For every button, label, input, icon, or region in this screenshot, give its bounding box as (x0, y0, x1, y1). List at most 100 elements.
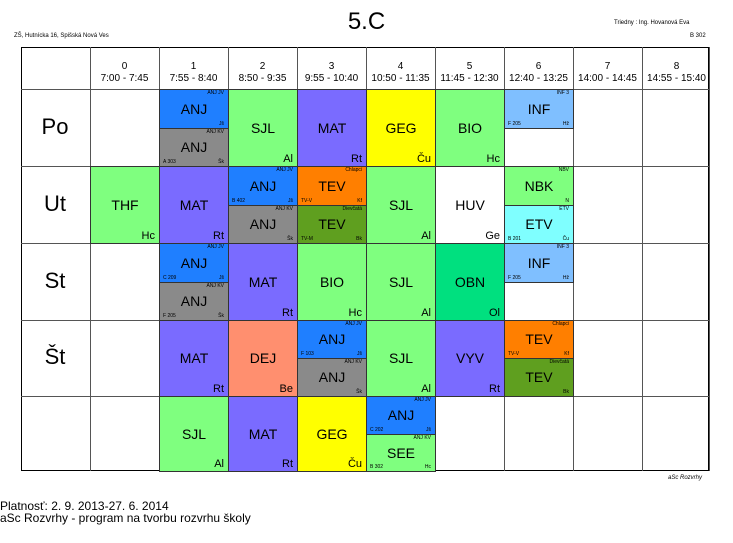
class-teacher: Triedny : Ing. Hovanová Eva (614, 20, 690, 26)
lesson-subject: ANJ (180, 100, 208, 117)
lesson-subject: ANJ (180, 293, 208, 309)
lesson-group: ANJ JV (345, 321, 362, 327)
period-header: 6 12:40 - 13:25 (504, 61, 573, 85)
lesson-cell: INF INF 3 F 205 Hž (504, 89, 574, 129)
lesson-cell: ETV ETV B 201 Ču (504, 205, 574, 244)
lesson-cell: ANJ ANJ JV F 103 Jš (297, 320, 367, 359)
lesson-group: ANJ KV (206, 129, 224, 135)
lesson-code: Jš (219, 275, 224, 281)
lesson-code: Hž (562, 121, 569, 127)
lesson-subject: DEJ (249, 350, 277, 366)
school-name: ZŠ, Hutnícka 16, Spišská Nová Ves (14, 33, 109, 39)
lesson-subject: SJL (181, 425, 207, 442)
lesson-room: B 302 (370, 464, 384, 470)
lesson-subject: TEV (318, 216, 346, 232)
lesson-room: F 205 (508, 275, 521, 281)
lesson-teacher: Al (421, 307, 431, 319)
lesson-subject: ANJ (180, 139, 208, 155)
lesson-group: INF 3 (556, 90, 569, 96)
lesson-teacher: Al (421, 230, 431, 242)
period-number: 0 (121, 61, 128, 72)
period-time: 8:50 - 9:35 (238, 73, 287, 84)
lesson-code: Kf (564, 351, 569, 357)
lesson-code: Bk (356, 236, 362, 242)
lesson-subject: TEV (525, 369, 553, 385)
lesson-code: Šk (287, 236, 293, 242)
period-header: 8 14:55 - 15:40 (642, 61, 711, 85)
lesson-subject: ANJ (318, 331, 346, 347)
lesson-group: ANJ KV (275, 206, 293, 212)
lesson-subject: INF (527, 254, 551, 271)
period-header: 5 11:45 - 12:30 (435, 61, 504, 85)
page-title: 5.C (347, 8, 386, 35)
day-label: St (44, 267, 66, 293)
lesson-subject: ANJ (249, 177, 277, 194)
lesson-teacher: Al (214, 458, 224, 470)
lesson-cell: VYV Rt (435, 320, 505, 397)
lesson-cell: ANJ ANJ JV B 402 Jš (228, 166, 298, 206)
lesson-subject: SJL (388, 350, 414, 366)
lesson-teacher: Al (421, 383, 431, 395)
lesson-teacher: Al (283, 153, 293, 165)
period-time: 7:00 - 7:45 (100, 73, 149, 84)
period-number: 4 (397, 61, 404, 72)
lesson-group: ANJ JV (414, 397, 431, 403)
lesson-subject: ANJ (387, 407, 415, 423)
period-number: 1 (190, 61, 197, 72)
lesson-cell: SJL Al (366, 320, 436, 397)
lesson-code: N (565, 198, 569, 204)
lesson-subject: MAT (317, 119, 347, 136)
lesson-room: F 205 (508, 121, 521, 127)
lesson-subject: MAT (248, 273, 278, 290)
lesson-cell: ANJ ANJ KV Šk (297, 358, 367, 397)
lesson-cell: SJL Al (228, 89, 298, 167)
lesson-cell: TEV Chlapci TV-V Kf (504, 320, 574, 359)
validity-text: Platnosť: 2. 9. 2013-27. 6. 2014 (0, 499, 169, 513)
period-time: 11:45 - 12:30 (440, 73, 499, 84)
lesson-teacher: Rt (213, 230, 224, 242)
lesson-teacher: Ču (347, 458, 362, 470)
lesson-subject: ANJ (249, 216, 277, 232)
lesson-room: C 209 (163, 275, 177, 281)
period-number: 7 (604, 61, 611, 72)
lesson-subject: ETV (525, 216, 553, 232)
lesson-subject: ANJ (180, 254, 208, 271)
lesson-code: Jš (288, 198, 293, 204)
lesson-group: Chlapci (345, 167, 362, 173)
lesson-code: Jš (426, 427, 431, 433)
lesson-subject: TEV (318, 177, 346, 194)
lesson-room: A 303 (163, 159, 176, 165)
lesson-code: Kf (357, 198, 362, 204)
grid-vline (642, 47, 643, 471)
lesson-group: ANJ JV (207, 244, 224, 250)
period-header: 7 14:00 - 14:45 (573, 61, 642, 85)
lesson-cell: MAT Rt (228, 243, 298, 321)
lesson-group: ANJ KV (413, 435, 431, 441)
grid-vline (709, 47, 710, 471)
lesson-room: TV-V (301, 198, 313, 204)
software-text: aSc Rozvrhy - program na tvorbu rozvrhu … (0, 511, 251, 525)
day-label: Ut (44, 190, 66, 216)
lesson-cell: BIO Hc (435, 89, 505, 167)
period-time: 7:55 - 8:40 (169, 73, 218, 84)
lesson-subject: MAT (179, 350, 209, 366)
period-time: 14:00 - 14:45 (578, 73, 637, 84)
period-header: 3 9:55 - 10:40 (297, 61, 366, 85)
lesson-group: ETV (559, 206, 569, 212)
lesson-cell: ANJ ANJ KV F 205 Šk (159, 282, 229, 321)
lesson-group: ANJ JV (207, 90, 224, 96)
lesson-subject: TEV (525, 331, 553, 347)
lesson-teacher: Rt (489, 383, 500, 395)
period-number: 2 (259, 61, 266, 72)
lesson-group: Chlapci (552, 321, 569, 327)
lesson-group: INF 3 (556, 244, 569, 250)
lesson-cell: GEG Ču (297, 396, 367, 472)
lesson-subject: BIO (319, 273, 345, 290)
lesson-teacher: Hc (141, 230, 155, 242)
lesson-cell: DEJ Be (228, 320, 298, 397)
lesson-subject: VYV (455, 350, 484, 366)
lesson-code: Šk (218, 159, 224, 165)
lesson-code: Hž (562, 275, 569, 281)
lesson-teacher: Hc (486, 153, 500, 165)
lesson-cell: TEV Dievčatá Bk (504, 358, 574, 397)
